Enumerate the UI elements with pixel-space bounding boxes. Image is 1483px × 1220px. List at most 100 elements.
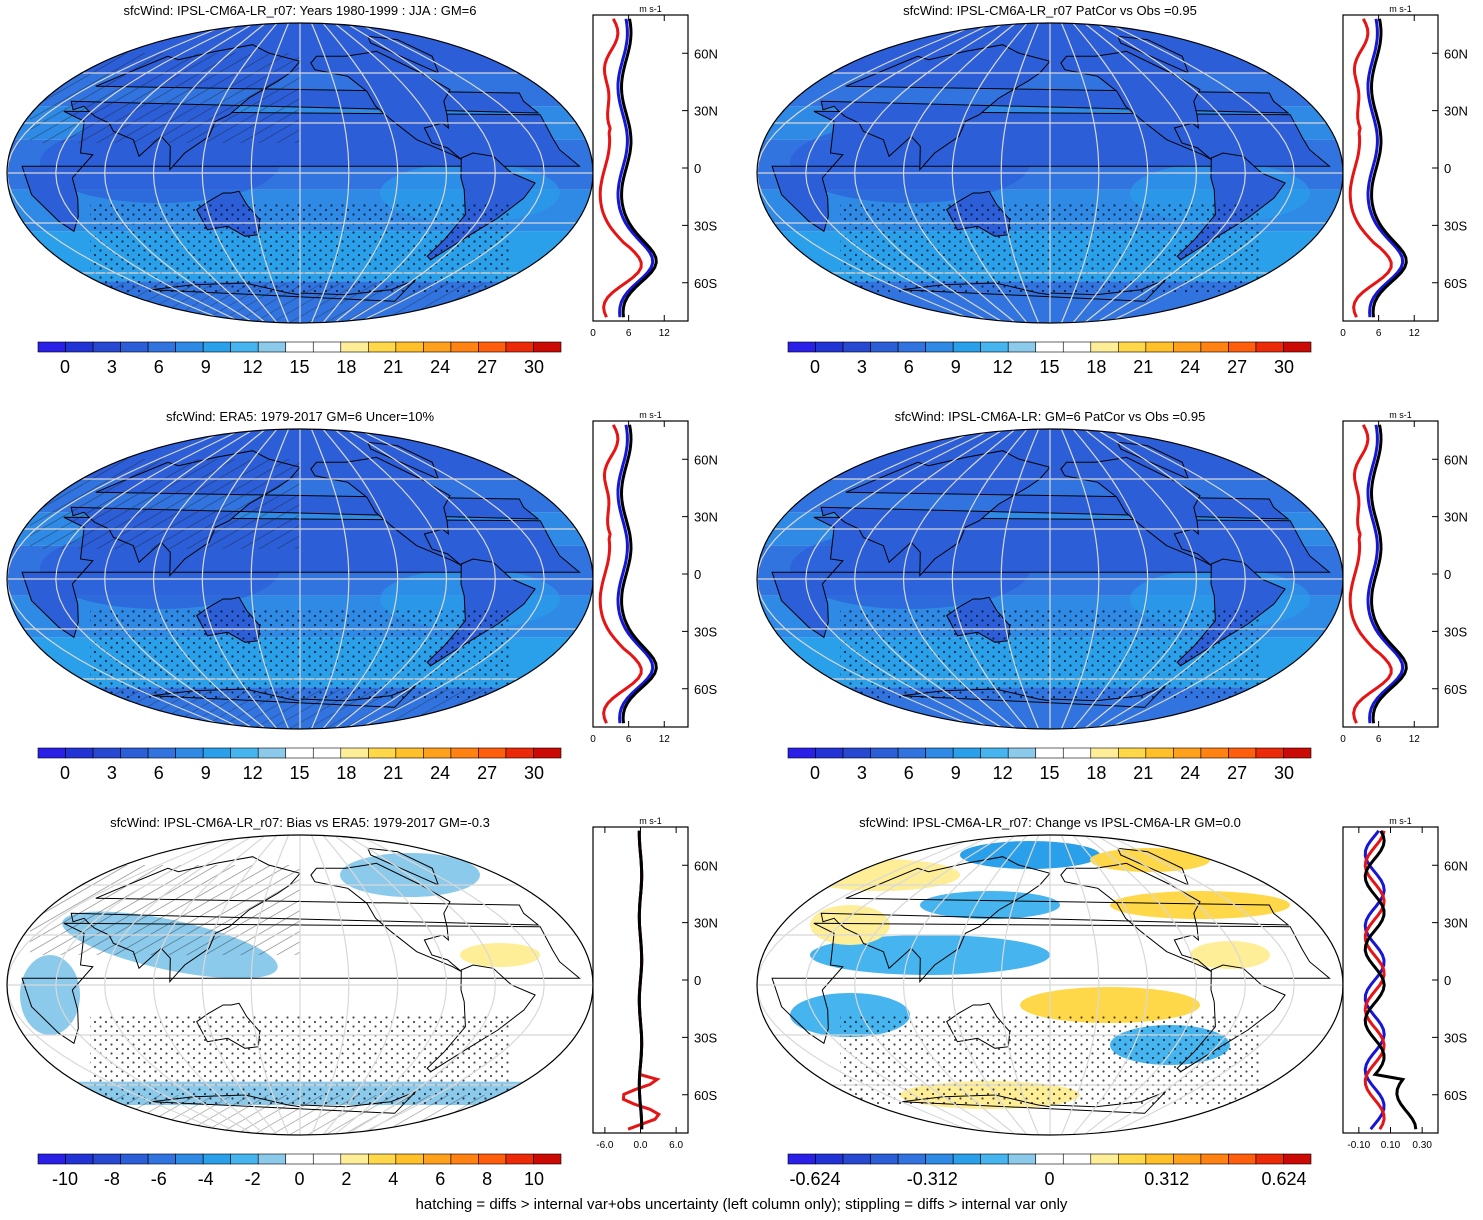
colorbar-swatch: [368, 341, 397, 353]
colorbar-tick-label: -8: [104, 1169, 120, 1189]
colorbar-tick-label: 30: [1274, 763, 1294, 783]
colorbar-tick-label: -0.312: [907, 1169, 958, 1189]
colorbar-swatch: [450, 341, 479, 353]
profile-x-label: 0.10: [1381, 1140, 1401, 1151]
colorbar-swatch: [1228, 1153, 1257, 1165]
colorbar-tick-label: 15: [289, 357, 309, 377]
profile-unit: m s-1: [639, 4, 662, 14]
colorbar-tick-label: 18: [336, 763, 356, 783]
profile-lat-label: 60S: [1444, 276, 1467, 291]
profile-lat-label: 60N: [694, 452, 718, 467]
profile-lat-label: 60N: [1444, 452, 1468, 467]
colorbar-tick-label: 2: [341, 1169, 351, 1189]
colorbar-swatch: [897, 341, 926, 353]
colorbar-swatch: [842, 341, 871, 353]
colorbar-swatch: [478, 1153, 507, 1165]
zonal-profile: m s-1 60N 30N 0 30S 60S -0.10 0.10 0.30: [1342, 816, 1468, 1151]
colorbar-swatch: [395, 747, 424, 759]
colorbar-tick-label: -2: [245, 1169, 261, 1189]
colorbar-tick-label: 24: [430, 357, 450, 377]
profile-x-label: 6: [1376, 734, 1382, 745]
map: [756, 428, 1344, 730]
profile-lat-label: 30N: [694, 916, 718, 931]
profile-line-black: [1369, 18, 1408, 318]
colorbar-tick-label: 18: [336, 357, 356, 377]
colorbar-swatch: [92, 1153, 121, 1165]
colorbar-swatch: [505, 1153, 534, 1165]
colorbar-swatch: [870, 341, 899, 353]
colorbar-swatch: [175, 341, 204, 353]
colorbar-swatch: [65, 1153, 94, 1165]
panel-title: sfcWind: IPSL-CM6A-LR_r07: Bias vs ERA5:…: [110, 815, 490, 830]
profile-line-black: [637, 830, 644, 1130]
colorbar-swatch: [423, 341, 452, 353]
colorbar-swatch: [1228, 341, 1257, 353]
colorbar-swatch: [147, 747, 176, 759]
profile-unit: m s-1: [1389, 4, 1412, 14]
profile-line-black: [1369, 424, 1408, 724]
colorbar-swatch: [1228, 747, 1257, 759]
colorbar-swatch: [1283, 341, 1312, 353]
profile-line-blue: [616, 424, 655, 724]
profile-x-label: 12: [1409, 734, 1421, 745]
profile-lat-label: 60N: [694, 46, 718, 61]
colorbar-swatch: [1145, 1153, 1174, 1165]
colorbar: 0 3 6 9 12 15 18 21 24 27 30: [787, 747, 1312, 783]
colorbar-swatch: [202, 1153, 231, 1165]
profile-line-black: [1363, 830, 1418, 1130]
colorbar-swatch: [1062, 1153, 1092, 1165]
colorbar-swatch: [1145, 747, 1174, 759]
colorbar-swatch: [980, 1153, 1009, 1165]
profile-lat-label: 30N: [694, 104, 718, 119]
colorbar-tick-label: 24: [430, 763, 450, 783]
colorbar-tick-label: 15: [289, 763, 309, 783]
colorbar-tick-label: 9: [951, 357, 961, 377]
colorbar-swatch: [202, 341, 231, 353]
profile-x-label: 0.30: [1412, 1140, 1432, 1151]
colorbar-tick-label: 0: [60, 357, 70, 377]
profile-lat-label: 60S: [694, 276, 717, 291]
colorbar-tick-label: -10: [52, 1169, 78, 1189]
profile-x-label: 0: [1340, 734, 1346, 745]
colorbar-swatch: [1035, 747, 1064, 759]
colorbar-tick-label: 0: [810, 763, 820, 783]
colorbar-tick-label: 6: [154, 763, 164, 783]
profile-line-black: [619, 18, 658, 318]
colorbar-tick-label: 18: [1086, 763, 1106, 783]
profile-unit: m s-1: [1389, 410, 1412, 420]
profile-lat-label: 60S: [694, 1088, 717, 1103]
colorbar-swatch: [175, 747, 204, 759]
colorbar-swatch: [842, 747, 871, 759]
colorbar-swatch: [285, 1153, 314, 1165]
colorbar-tick-label: 24: [1180, 763, 1200, 783]
profile-x-label: 0.0: [634, 1140, 648, 1151]
colorbar-tick-label: -6: [151, 1169, 167, 1189]
colorbar-tick-label: 12: [243, 357, 263, 377]
colorbar-tick-label: 27: [1227, 763, 1247, 783]
colorbar-tick-label: 0: [1044, 1169, 1054, 1189]
colorbar-tick-label: 21: [1133, 357, 1153, 377]
colorbar-swatch: [870, 747, 899, 759]
colorbar-swatch: [1200, 747, 1229, 759]
colorbar-swatch: [533, 1153, 562, 1165]
colorbar-swatch: [147, 341, 176, 353]
colorbar-swatch: [120, 1153, 149, 1165]
colorbar-tick-label: 21: [1133, 763, 1153, 783]
map: [756, 834, 1344, 1136]
colorbar: 0 3 6 9 12 15 18 21 24 27 30: [37, 747, 562, 783]
colorbar-swatch: [533, 341, 562, 353]
colorbar-swatch: [450, 1153, 479, 1165]
profile-lat-label: 30N: [1444, 916, 1468, 931]
profile-lat-label: 60N: [1444, 46, 1468, 61]
colorbar-tick-label: 3: [857, 763, 867, 783]
profile-lat-label: 0: [1444, 567, 1451, 582]
colorbar-swatch: [202, 747, 231, 759]
profile-line-red: [1348, 424, 1393, 724]
colorbar-swatch: [1007, 747, 1037, 759]
colorbar: 0 3 6 9 12 15 18 21 24 27 30: [37, 341, 562, 377]
colorbar-swatch: [787, 341, 816, 353]
colorbar: 0 3 6 9 12 15 18 21 24 27 30: [787, 341, 1312, 377]
profile-unit: m s-1: [1389, 816, 1412, 826]
profile-lat-label: 30S: [694, 624, 717, 639]
profile-line-black: [619, 424, 658, 724]
